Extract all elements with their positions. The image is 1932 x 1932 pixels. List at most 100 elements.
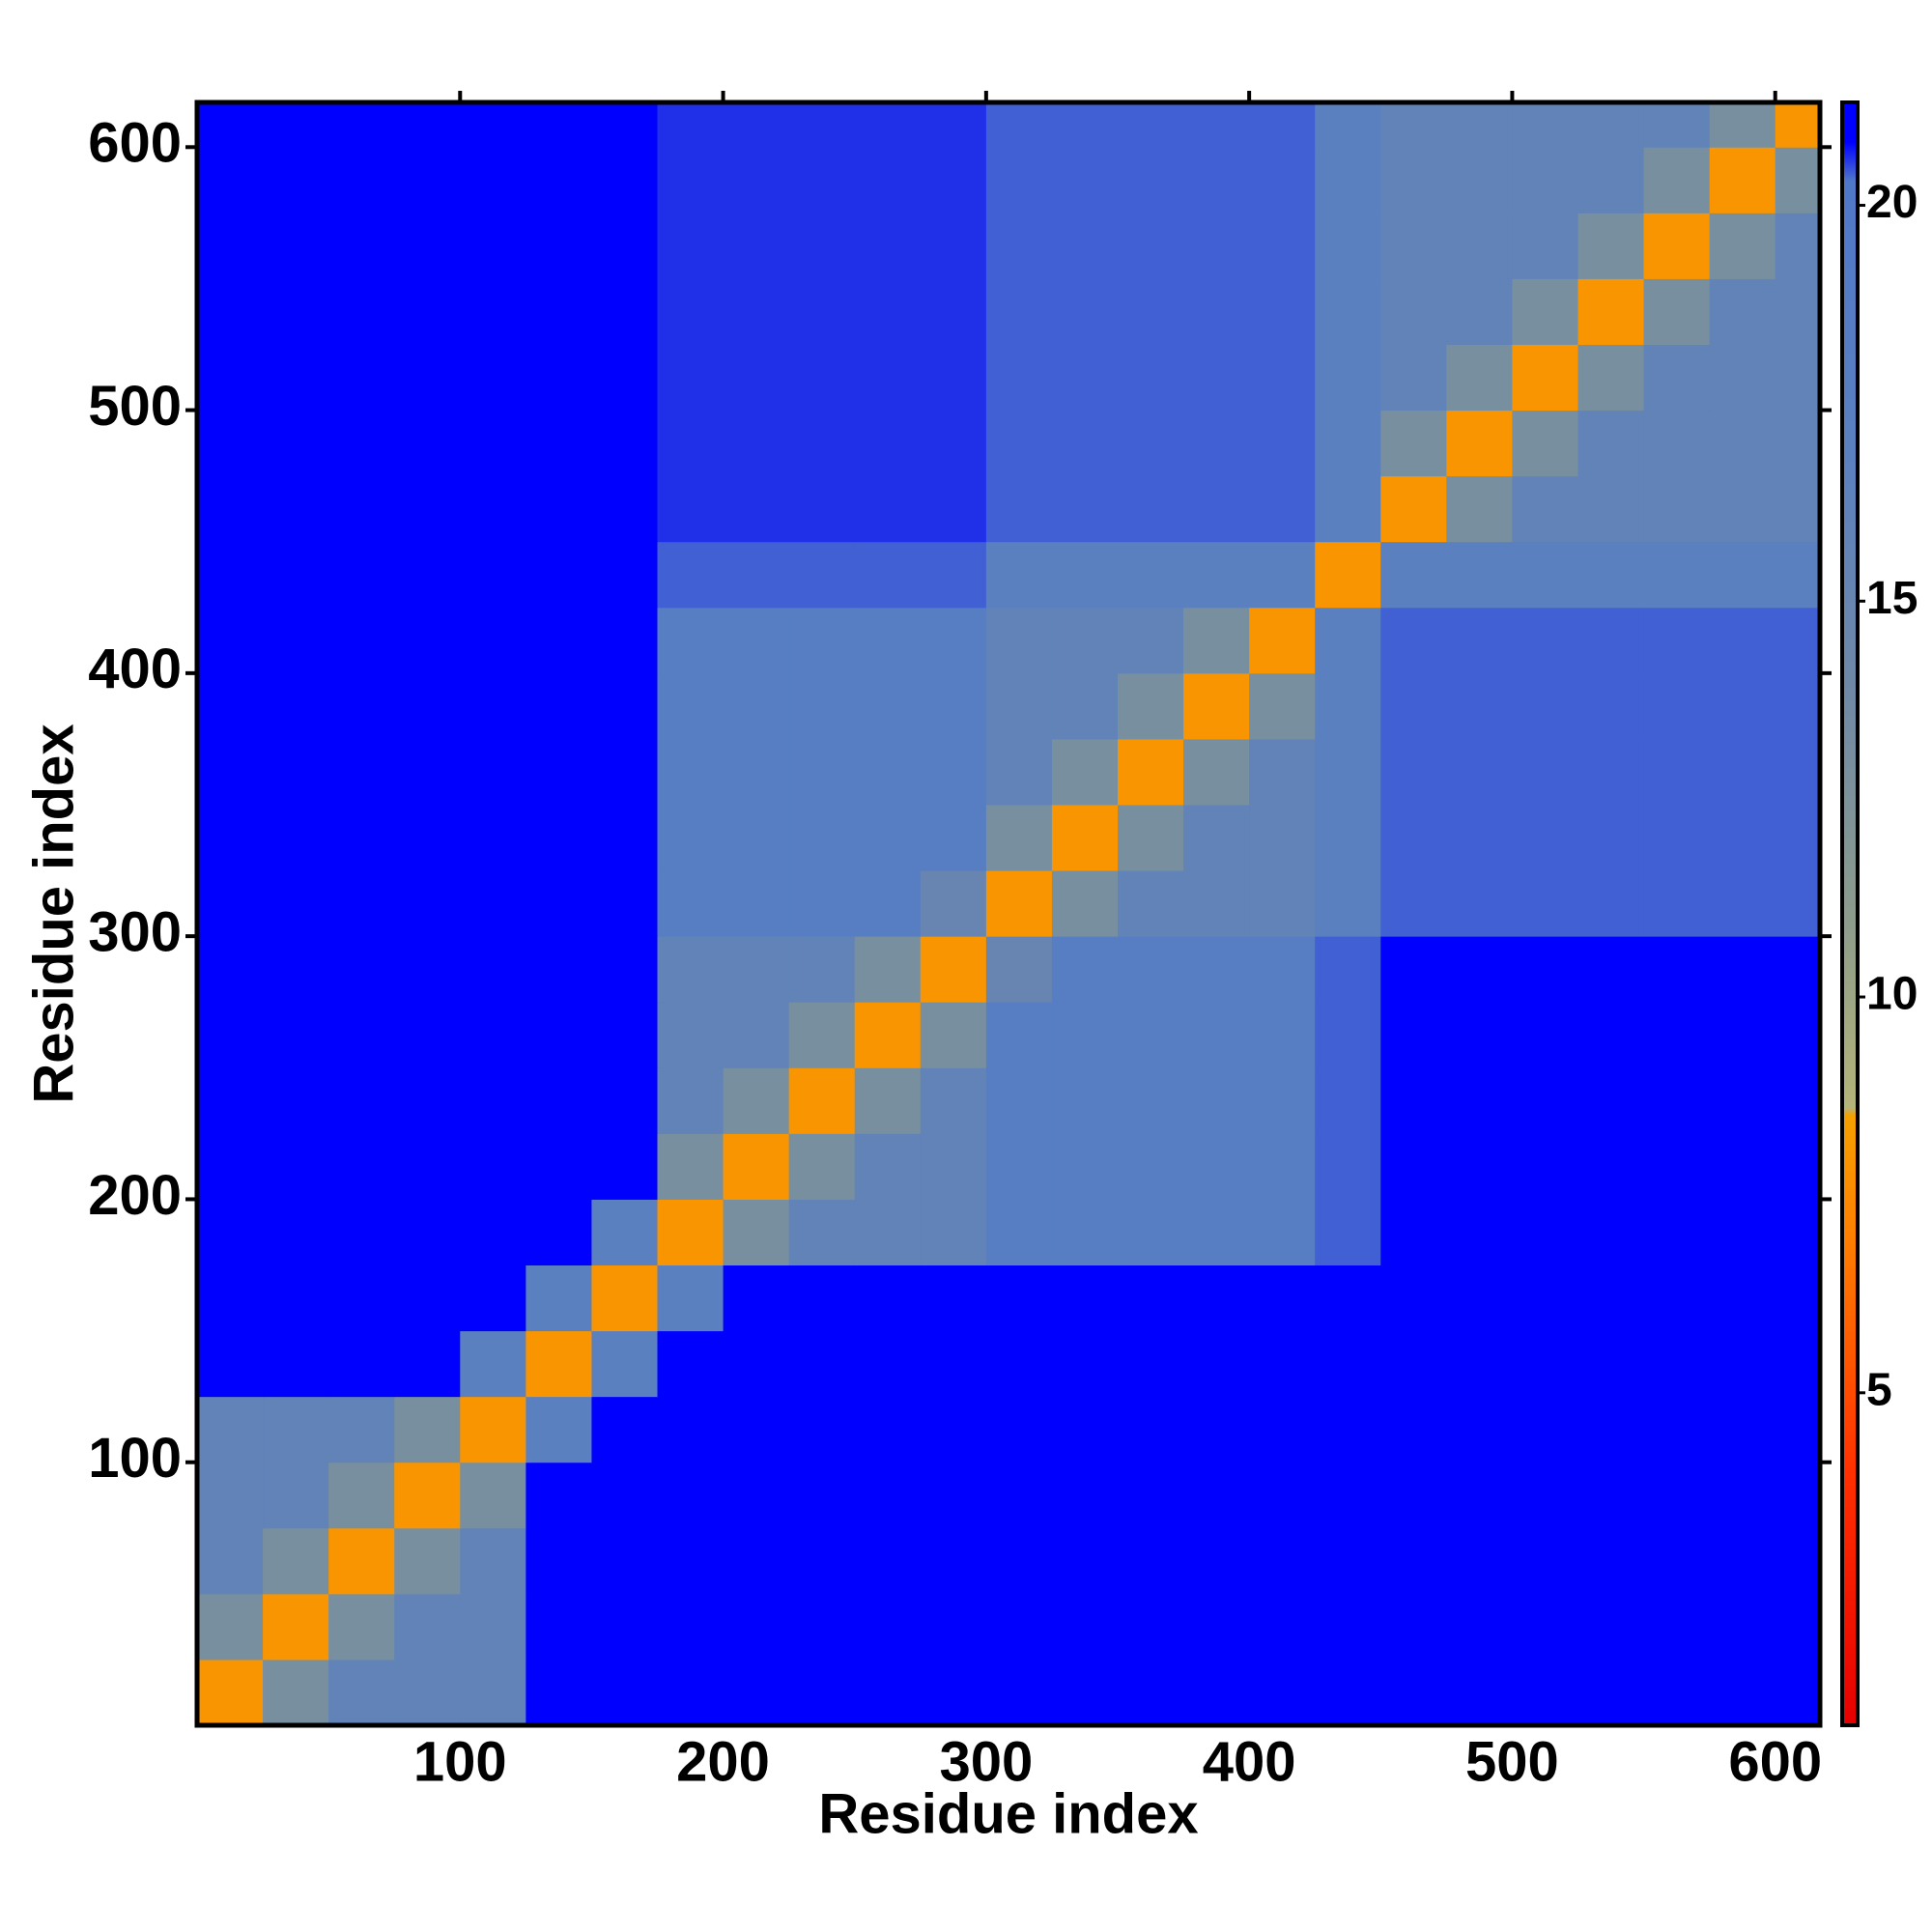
x-axis-title: Residue index	[818, 1782, 1198, 1845]
heatmap-cell	[1775, 278, 1820, 346]
heatmap-cell	[657, 213, 724, 279]
heatmap-cell	[1380, 936, 1447, 1003]
heatmap-cell	[1643, 1133, 1711, 1200]
heatmap-cell	[1709, 870, 1776, 937]
heatmap-cell	[1051, 1002, 1119, 1068]
heatmap-cell	[1183, 1659, 1250, 1725]
heatmap-cell	[788, 805, 856, 871]
heatmap-cell	[1643, 410, 1711, 477]
heatmap-cell	[1577, 805, 1645, 871]
heatmap-cell	[1051, 1264, 1119, 1332]
heatmap-cell	[1577, 672, 1645, 740]
heatmap-cell	[394, 1067, 461, 1134]
heatmap-cell	[526, 1330, 592, 1398]
heatmap-cell	[1183, 607, 1250, 674]
heatmap-cell	[657, 672, 724, 740]
heatmap-cell	[197, 1593, 264, 1661]
heatmap-cell	[1446, 870, 1513, 937]
heatmap-cell	[723, 936, 790, 1003]
heatmap-cell	[1380, 1659, 1447, 1725]
heatmap-cell	[920, 805, 987, 871]
y-tick-label: 100	[88, 1427, 182, 1490]
heatmap-cell	[657, 344, 724, 412]
heatmap-cell	[263, 147, 329, 213]
heatmap-cell	[1775, 672, 1820, 740]
heatmap-cell	[1117, 1330, 1184, 1398]
heatmap-cell	[788, 278, 856, 346]
heatmap-cell	[328, 410, 395, 477]
heatmap-cell	[1775, 1462, 1820, 1529]
heatmap-cell	[526, 672, 592, 740]
heatmap-cell	[526, 870, 592, 937]
heatmap-cell	[1446, 1527, 1513, 1595]
heatmap-cell	[1775, 1396, 1820, 1463]
heatmap-cell	[1577, 936, 1645, 1003]
heatmap-cell	[460, 1264, 526, 1332]
heatmap-cell	[1051, 738, 1119, 806]
heatmap-cell	[1117, 344, 1184, 412]
heatmap-cell	[1249, 278, 1316, 346]
heatmap-cell	[591, 475, 658, 543]
heatmap-cell	[1315, 213, 1381, 279]
heatmap-cell	[854, 1002, 922, 1068]
heatmap-cell	[1183, 410, 1250, 477]
heatmap-cell	[1775, 1330, 1820, 1398]
heatmap-cell	[1512, 475, 1578, 543]
heatmap-cell	[1775, 344, 1820, 412]
heatmap-cell	[1512, 1199, 1578, 1266]
heatmap-cell	[1380, 344, 1447, 412]
heatmap-cell	[1315, 1593, 1381, 1661]
heatmap-cell	[1709, 1330, 1776, 1398]
heatmap-cell	[591, 936, 658, 1003]
heatmap-cell	[657, 1264, 724, 1332]
heatmap-cell	[460, 1002, 526, 1068]
heatmap-cell	[197, 805, 264, 871]
heatmap-cell	[1643, 278, 1711, 346]
heatmap-cell	[460, 1067, 526, 1134]
heatmap-cell	[263, 1462, 329, 1529]
heatmap-cell	[1315, 805, 1381, 871]
heatmap-cell	[1512, 1659, 1578, 1725]
heatmap-cell	[1577, 102, 1645, 148]
heatmap-cell	[591, 607, 658, 674]
heatmap-cell	[1117, 870, 1184, 937]
heatmap-cell	[920, 672, 987, 740]
heatmap-cell	[1577, 147, 1645, 213]
heatmap-cell	[197, 870, 264, 937]
heatmap-cell	[1709, 102, 1776, 148]
heatmap-cell	[263, 1330, 329, 1398]
heatmap-cell	[1380, 870, 1447, 937]
heatmap-cell	[1775, 607, 1820, 674]
heatmap-cell	[1117, 738, 1184, 806]
colorbar-tick-label: 5	[1866, 1364, 1892, 1415]
heatmap-cell	[1117, 1133, 1184, 1200]
heatmap-cell	[394, 1002, 461, 1068]
heatmap-cell	[1446, 1002, 1513, 1068]
heatmap-cell	[460, 1527, 526, 1595]
heatmap-cell	[1249, 213, 1316, 279]
heatmap-cell	[854, 1462, 922, 1529]
heatmap-cell	[1643, 738, 1711, 806]
heatmap-cell	[263, 805, 329, 871]
heatmap-cell	[1117, 278, 1184, 346]
heatmap-cell	[1380, 475, 1447, 543]
heatmap-cell	[197, 1659, 264, 1725]
heatmap-cell	[1051, 1067, 1119, 1134]
heatmap-cell	[1380, 738, 1447, 806]
heatmap-cell	[328, 607, 395, 674]
heatmap-cell	[328, 936, 395, 1003]
heatmap-cell	[1709, 1462, 1776, 1529]
heatmap-cell	[723, 1133, 790, 1200]
heatmap-cell	[1446, 672, 1513, 740]
heatmap-cell	[1117, 1659, 1184, 1725]
heatmap-cell	[1183, 147, 1250, 213]
heatmap-cell	[1775, 147, 1820, 213]
heatmap-cell	[1183, 213, 1250, 279]
heatmap-cell	[1117, 1593, 1184, 1661]
heatmap-cell	[1249, 1462, 1316, 1529]
heatmap-cell	[1183, 1002, 1250, 1068]
heatmap-cell	[197, 1199, 264, 1266]
heatmap-cell	[1709, 1396, 1776, 1463]
heatmap-cell	[1249, 607, 1316, 674]
heatmap-cell	[1775, 1527, 1820, 1595]
